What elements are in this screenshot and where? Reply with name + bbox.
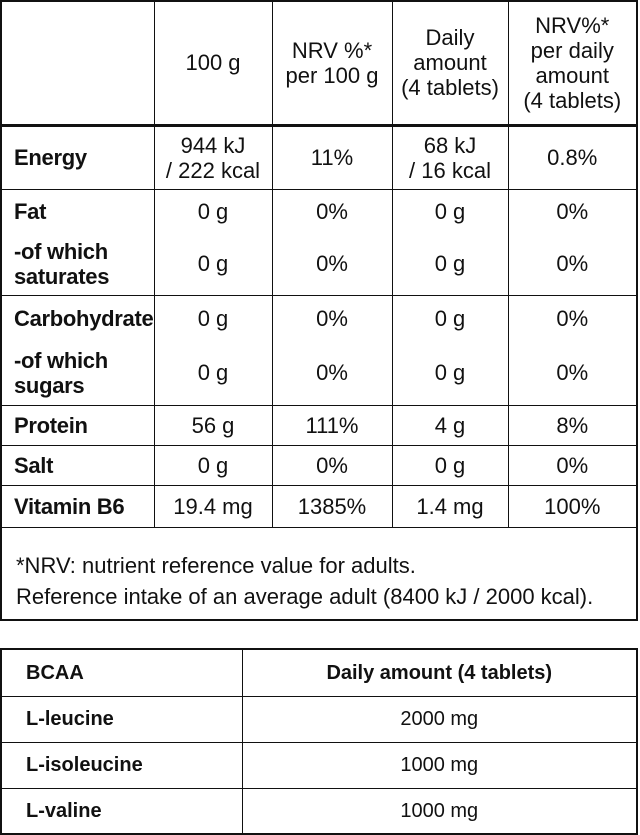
cell-per-100g: 19.4 mg xyxy=(153,484,273,528)
table-row: Protein 56 g 111% 4 g 8% xyxy=(2,404,636,446)
cell-per-100g: 0 g xyxy=(153,341,273,406)
bcaa-header-label: BCAA xyxy=(2,650,243,697)
cell-nrv-daily: 0% xyxy=(507,188,636,233)
table-row: Fat 0 g 0% 0 g 0% xyxy=(2,188,636,233)
cell-nrv-100g: 11% xyxy=(271,123,393,190)
table-row: Energy 944 kJ / 222 kcal 11% 68 kJ / 16 … xyxy=(2,123,636,190)
cell-nrv-daily: 0% xyxy=(507,233,636,296)
nutrition-table: 100 g NRV %* per 100 g Daily amount (4 t… xyxy=(2,2,636,528)
cell-nrv-100g: 0% xyxy=(271,233,393,296)
cell-nrv-100g: 111% xyxy=(271,404,393,446)
table-row: L-valine 1000 mg xyxy=(2,787,636,834)
cell-nrv-daily: 8% xyxy=(507,404,636,446)
row-label: -of which sugars xyxy=(2,341,155,406)
cell-daily: 4 g xyxy=(391,404,509,446)
cell-daily: 0 g xyxy=(391,233,509,296)
bcaa-panel: BCAA Daily amount (4 tablets) L-leucine … xyxy=(0,648,638,835)
header-empty-cell xyxy=(2,2,155,126)
cell-per-100g: 0 g xyxy=(153,233,273,296)
table-row: -of which saturates 0 g 0% 0 g 0% xyxy=(2,233,636,296)
row-label: L-isoleucine xyxy=(2,741,243,789)
cell-nrv-100g: 0% xyxy=(271,341,393,406)
table-row: Carbohydrate 0 g 0% 0 g 0% xyxy=(2,294,636,341)
header-nrv-daily: NRV%* per daily amount (4 tablets) xyxy=(507,2,636,126)
footnote-line-2: Reference intake of an average adult (84… xyxy=(16,584,594,609)
table-row: Salt 0 g 0% 0 g 0% xyxy=(2,444,636,486)
row-label: Vitamin B6 xyxy=(2,484,155,528)
row-value: 2000 mg xyxy=(241,695,636,743)
cell-nrv-daily: 0% xyxy=(507,341,636,406)
cell-nrv-daily: 0% xyxy=(507,294,636,341)
cell-daily: 0 g xyxy=(391,444,509,486)
nutrition-header-row: 100 g NRV %* per 100 g Daily amount (4 t… xyxy=(2,2,636,126)
cell-nrv-daily: 0% xyxy=(507,444,636,486)
cell-per-100g: 0 g xyxy=(153,444,273,486)
cell-daily: 0 g xyxy=(391,294,509,341)
cell-daily: 0 g xyxy=(391,341,509,406)
cell-nrv-100g: 0% xyxy=(271,294,393,341)
nutrition-facts-panel: 100 g NRV %* per 100 g Daily amount (4 t… xyxy=(0,0,638,621)
header-nrv-per-100g: NRV %* per 100 g xyxy=(271,2,393,126)
cell-nrv-100g: 0% xyxy=(271,444,393,486)
row-label: L-leucine xyxy=(2,695,243,743)
row-label: Fat xyxy=(2,188,155,233)
row-label: Protein xyxy=(2,404,155,446)
bcaa-header-value: Daily amount (4 tablets) xyxy=(241,650,636,697)
cell-per-100g: 56 g xyxy=(153,404,273,446)
row-value: 1000 mg xyxy=(241,787,636,834)
cell-per-100g: 944 kJ / 222 kcal xyxy=(153,123,273,190)
cell-nrv-100g: 1385% xyxy=(271,484,393,528)
table-row: L-leucine 2000 mg xyxy=(2,695,636,743)
table-row: L-isoleucine 1000 mg xyxy=(2,741,636,789)
row-label: Salt xyxy=(2,444,155,486)
row-label: L-valine xyxy=(2,787,243,834)
row-value: 1000 mg xyxy=(241,741,636,789)
cell-daily: 1.4 mg xyxy=(391,484,509,528)
cell-nrv-daily: 100% xyxy=(507,484,636,528)
footnote-line-1: *NRV: nutrient reference value for adult… xyxy=(16,553,416,578)
cell-daily: 68 kJ / 16 kcal xyxy=(391,123,509,190)
row-label: Carbohydrate xyxy=(2,294,155,341)
table-row: -of which sugars 0 g 0% 0 g 0% xyxy=(2,341,636,406)
header-100g: 100 g xyxy=(153,2,273,126)
cell-per-100g: 0 g xyxy=(153,294,273,341)
header-daily-amount: Daily amount (4 tablets) xyxy=(391,2,509,126)
cell-nrv-100g: 0% xyxy=(271,188,393,233)
row-label: Energy xyxy=(2,123,155,190)
bcaa-header-row: BCAA Daily amount (4 tablets) xyxy=(2,650,636,697)
table-row: Vitamin B6 19.4 mg 1385% 1.4 mg 100% xyxy=(2,484,636,528)
nrv-footnote: *NRV: nutrient reference value for adult… xyxy=(16,550,593,612)
row-label: -of which saturates xyxy=(2,233,155,296)
bcaa-table: BCAA Daily amount (4 tablets) L-leucine … xyxy=(2,650,636,834)
cell-daily: 0 g xyxy=(391,188,509,233)
cell-per-100g: 0 g xyxy=(153,188,273,233)
cell-nrv-daily: 0.8% xyxy=(507,123,636,190)
